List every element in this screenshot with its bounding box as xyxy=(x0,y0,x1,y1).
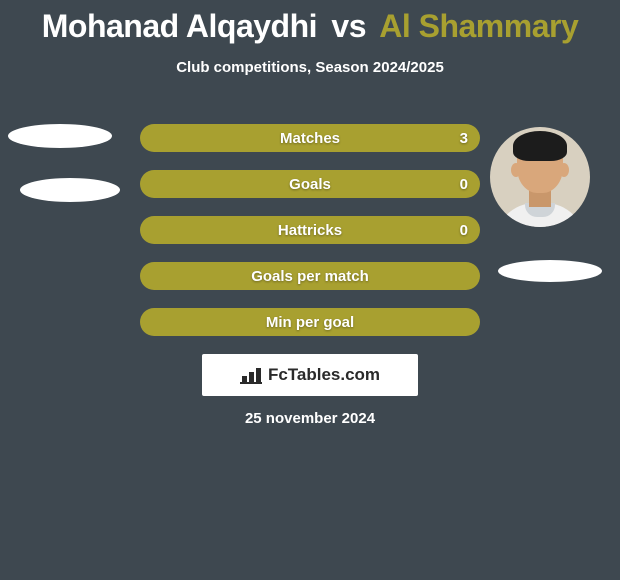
player2-avatar xyxy=(490,127,590,227)
title-player1: Mohanad Alqaydhi xyxy=(42,8,317,44)
title-player2: Al Shammary xyxy=(379,8,578,44)
stat-bar: Hattricks 0 xyxy=(140,216,480,244)
stat-bar-label: Goals xyxy=(289,176,331,193)
snapshot-date: 25 november 2024 xyxy=(0,410,620,427)
stat-bar-label: Matches xyxy=(280,130,340,147)
stat-bar-value: 3 xyxy=(460,130,468,147)
stat-bar-value: 0 xyxy=(460,176,468,193)
stat-bar: Min per goal xyxy=(140,308,480,336)
brand-text: FcTables.com xyxy=(268,365,380,385)
stat-bar-label: Min per goal xyxy=(266,314,354,331)
stat-bar: Goals per match xyxy=(140,262,480,290)
stat-bar: Goals 0 xyxy=(140,170,480,198)
stat-bar-label: Hattricks xyxy=(278,222,342,239)
brand-badge: FcTables.com xyxy=(202,354,418,396)
stat-bar-value: 0 xyxy=(460,222,468,239)
right-placeholder-ellipse xyxy=(498,260,602,282)
stat-bar: Matches 3 xyxy=(140,124,480,152)
comparison-title: Mohanad Alqaydhi vs Al Shammary xyxy=(0,0,620,45)
left-placeholder-ellipse xyxy=(8,124,112,148)
stat-bars: Matches 3 Goals 0 Hattricks 0 Goals per match M… xyxy=(140,124,480,354)
left-placeholder-ellipse xyxy=(20,178,120,202)
title-vs: vs xyxy=(331,8,366,44)
stat-bar-label: Goals per match xyxy=(251,268,369,285)
barchart-icon xyxy=(240,366,262,384)
subtitle: Club competitions, Season 2024/2025 xyxy=(0,59,620,76)
